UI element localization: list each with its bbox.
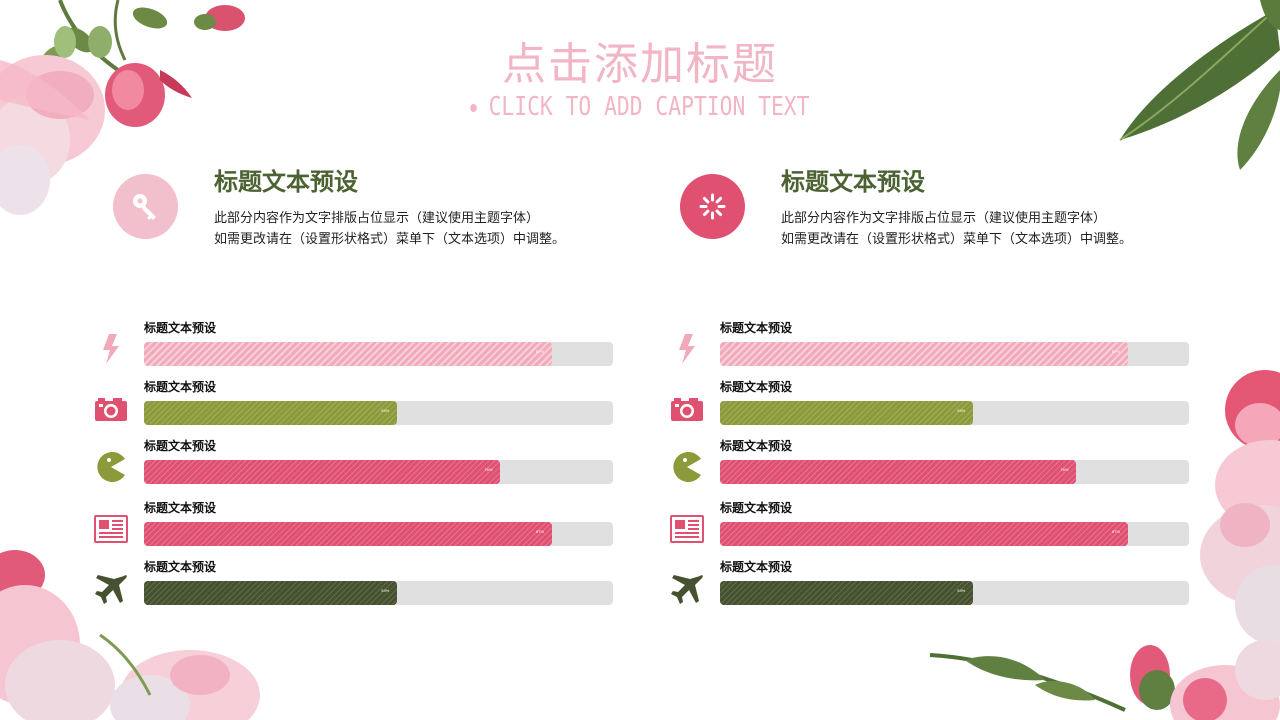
progress-fill: 54% [720, 581, 974, 605]
progress-label: 标题文本预设 [720, 501, 793, 515]
progress-row: 标题文本预设 87% [93, 316, 613, 376]
progress-track: 87% [144, 522, 613, 546]
progress-percent: 87% [536, 349, 545, 354]
progress-percent: 54% [957, 408, 966, 413]
feature-block-1: 标题文本预设 此部分内容作为文字排版占位显示（建议使用主题字体） 如需更改请在（… [113, 160, 633, 260]
progress-fill: 54% [720, 401, 974, 425]
progress-fill: 87% [720, 342, 1129, 366]
camera-icon [671, 398, 703, 421]
progress-group-right: 标题文本预设 87% 标题文本预设 54% 标题文本预设 [669, 316, 1189, 616]
progress-row: 标题文本预设 54% [669, 375, 1189, 435]
pacman-icon [97, 452, 125, 482]
progress-fill: 87% [144, 342, 553, 366]
progress-fill: 54% [144, 401, 398, 425]
progress-label: 标题文本预设 [144, 560, 217, 574]
progress-percent: 87% [1112, 529, 1121, 534]
progress-percent: 87% [536, 529, 545, 534]
newspaper-icon [670, 515, 704, 543]
progress-track: 54% [720, 401, 1189, 425]
progress-track: 54% [720, 581, 1189, 605]
progress-row: 标题文本预设 87% [669, 496, 1189, 556]
progress-fill: 54% [144, 581, 398, 605]
progress-label: 标题文本预设 [720, 439, 793, 453]
airplane-icon [671, 575, 703, 604]
feature-description-line: 此部分内容作为文字排版占位显示（建议使用主题字体） [214, 210, 540, 225]
progress-fill: 87% [720, 522, 1129, 546]
feature-block-2: 标题文本预设 此部分内容作为文字排版占位显示（建议使用主题字体） 如需更改请在（… [680, 160, 1200, 260]
progress-percent: 76% [1060, 467, 1069, 472]
progress-label: 标题文本预设 [144, 501, 217, 515]
progress-track: 87% [720, 342, 1189, 366]
progress-track: 54% [144, 581, 613, 605]
progress-row: 标题文本预设 54% [669, 555, 1189, 615]
feature-description: 此部分内容作为文字排版占位显示（建议使用主题字体） 如需更改请在（设置形状格式）… [781, 207, 1132, 249]
progress-track: 87% [144, 342, 613, 366]
progress-row: 标题文本预设 76% [93, 434, 613, 494]
feature-description-line: 如需更改请在（设置形状格式）菜单下（文本选项）中调整。 [781, 231, 1133, 246]
lightning-icon [679, 334, 695, 364]
progress-row: 标题文本预设 54% [93, 555, 613, 615]
page-subtitle: CLICK TO ADD CAPTION TEXT [115, 92, 1165, 122]
progress-row: 标题文本预设 87% [669, 316, 1189, 376]
floral-bottom-right-decoration [929, 640, 1280, 720]
feature-title: 标题文本预设 [214, 169, 358, 196]
progress-label: 标题文本预设 [144, 439, 217, 453]
progress-track: 76% [144, 460, 613, 484]
feature-icon-circle [680, 174, 745, 239]
progress-label: 标题文本预设 [720, 560, 793, 574]
subtitle-text: CLICK TO ADD CAPTION TEXT [488, 92, 810, 122]
progress-label: 标题文本预设 [720, 321, 793, 335]
camera-icon [95, 398, 127, 421]
progress-row: 标题文本预设 76% [669, 434, 1189, 494]
progress-label: 标题文本预设 [144, 321, 217, 335]
progress-percent: 76% [484, 467, 493, 472]
progress-row: 标题文本预设 87% [93, 496, 613, 556]
pacman-icon [673, 452, 701, 482]
feature-description-line: 如需更改请在（设置形状格式）菜单下（文本选项）中调整。 [214, 231, 566, 246]
progress-fill: 76% [144, 460, 501, 484]
newspaper-icon [94, 515, 128, 543]
progress-percent: 54% [381, 588, 390, 593]
progress-fill: 87% [144, 522, 553, 546]
progress-track: 76% [720, 460, 1189, 484]
page-title: 点击添加标题 [502, 39, 778, 90]
feature-title: 标题文本预设 [781, 169, 925, 196]
feature-description: 此部分内容作为文字排版占位显示（建议使用主题字体） 如需更改请在（设置形状格式）… [214, 207, 565, 249]
progress-group-left: 标题文本预设 87% 标题文本预设 54% 标题文本预设 [93, 316, 613, 616]
floral-right-decoration [1200, 370, 1280, 645]
progress-label: 标题文本预设 [720, 380, 793, 394]
progress-track: 87% [720, 522, 1189, 546]
key-icon [133, 194, 156, 220]
progress-row: 标题文本预设 54% [93, 375, 613, 435]
progress-percent: 87% [1112, 349, 1121, 354]
progress-percent: 54% [957, 588, 966, 593]
feature-icon-circle [113, 174, 178, 239]
feature-description-line: 此部分内容作为文字排版占位显示（建议使用主题字体） [781, 210, 1107, 225]
progress-track: 54% [144, 401, 613, 425]
bullet-dot-icon [470, 103, 478, 112]
lightning-icon [103, 334, 119, 364]
progress-fill: 76% [720, 460, 1077, 484]
airplane-icon [95, 575, 127, 604]
progress-percent: 54% [381, 408, 390, 413]
loading-spinner-icon [699, 193, 726, 220]
progress-label: 标题文本预设 [144, 380, 217, 394]
